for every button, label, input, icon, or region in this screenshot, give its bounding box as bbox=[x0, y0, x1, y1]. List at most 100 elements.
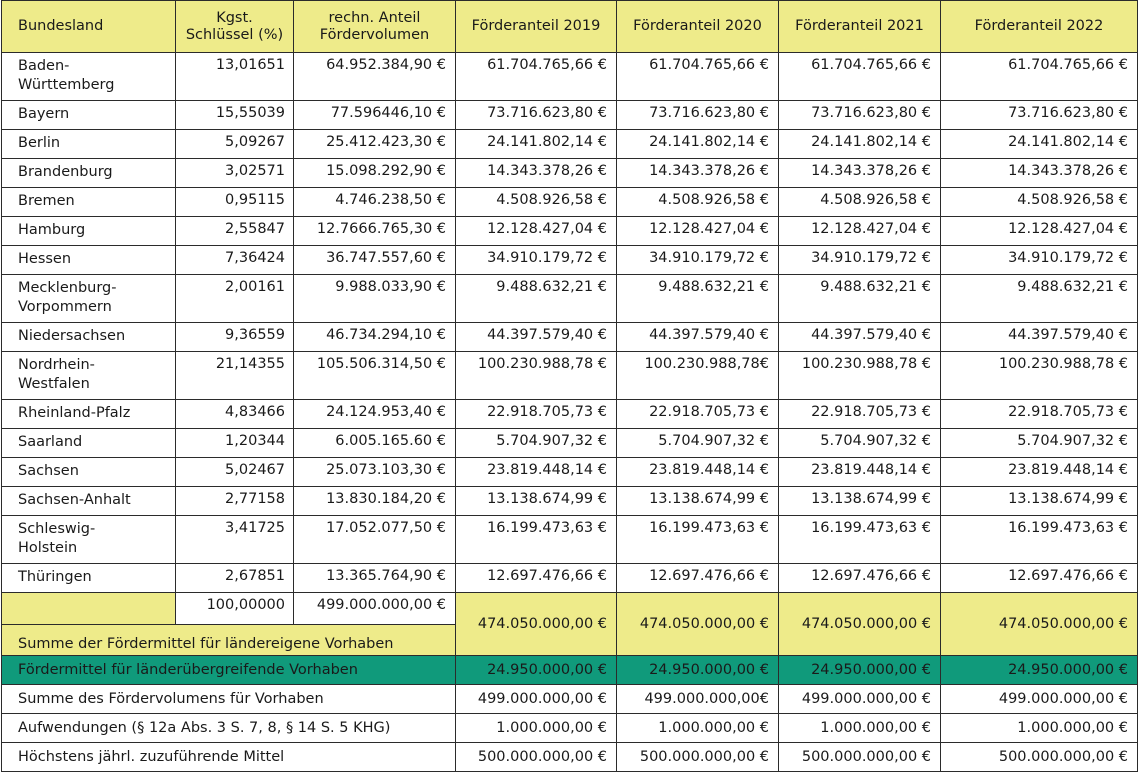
bundesland-label: Mecklenburg-Vorpommern bbox=[18, 280, 117, 315]
value-2019-cell: 61.704.765,66 € bbox=[455, 52, 617, 101]
header-row: Bundesland Kgst. Schlüssel (%) rechn. An… bbox=[1, 0, 1138, 53]
bundesland-cell: Hamburg bbox=[1, 216, 176, 246]
value-2019-cell: 12.697.476,66 € bbox=[455, 563, 617, 593]
key-cell: 7,36424 bbox=[175, 245, 294, 275]
key-cell: 1,20344 bbox=[175, 428, 294, 458]
header-2022: Förderanteil 2022 bbox=[940, 0, 1138, 53]
table-row: Schleswig-Holstein 3,41725 17.052.077,50 €… bbox=[1, 515, 1138, 564]
value-2020-cell: 12.128.427,04 € bbox=[616, 216, 779, 246]
key-cell: 9,36559 bbox=[175, 322, 294, 352]
bundesland-cell: Hessen bbox=[1, 245, 176, 275]
bundesland-cell: Bayern bbox=[1, 100, 176, 130]
sum-2019: 474.050.000,00 € bbox=[455, 592, 617, 656]
footer-value-2019: 500.000.000,00 € bbox=[455, 742, 617, 772]
value-2019-cell: 12.128.427,04 € bbox=[455, 216, 617, 246]
value-2019-cell: 13.138.674,99 € bbox=[455, 486, 617, 516]
table-row: Rheinland-Pfalz 4,83466 24.124.953,40 €22.… bbox=[1, 399, 1138, 429]
value-2022-cell: 100.230.988,78 € bbox=[940, 351, 1138, 400]
value-2019-cell: 23.819.448,14 € bbox=[455, 457, 617, 487]
value-2020-cell: 61.704.765,66 € bbox=[616, 52, 779, 101]
value-2021-cell: 73.716.623,80 € bbox=[778, 100, 941, 130]
bundesland-cell: Schleswig-Holstein bbox=[1, 515, 176, 564]
share-total: 499.000.000,00 € bbox=[293, 592, 456, 625]
value-2020-cell: 34.910.179,72 € bbox=[616, 245, 779, 275]
value-2022-cell: 22.918.705,73 € bbox=[940, 399, 1138, 429]
share-cell: 77.596446,10 € bbox=[293, 100, 456, 130]
footer-value-2022: 24.950.000,00 € bbox=[940, 655, 1138, 685]
value-2021-cell: 16.199.473,63 € bbox=[778, 515, 941, 564]
footer-value-2021: 499.000.000,00 € bbox=[778, 684, 941, 714]
share-cell: 24.124.953,40 € bbox=[293, 399, 456, 429]
bundesland-cell: Niedersachsen bbox=[1, 322, 176, 352]
bundesland-cell: Rheinland-Pfalz bbox=[1, 399, 176, 429]
table-row: Sachsen-Anhalt 2,77158 13.830.184,20 €13.1… bbox=[1, 486, 1138, 516]
footer-value-2020: 1.000.000,00 € bbox=[616, 713, 779, 743]
footer-value-2022: 1.000.000,00 € bbox=[940, 713, 1138, 743]
value-2022-cell: 34.910.179,72 € bbox=[940, 245, 1138, 275]
bundesland-cell: Thüringen bbox=[1, 563, 176, 593]
header-share: rechn. Anteil Fördervolumen bbox=[293, 0, 456, 53]
table-row: Thüringen 2,67851 13.365.764,90 €12.697.47… bbox=[1, 563, 1138, 593]
footer-value-2020: 24.950.000,00 € bbox=[616, 655, 779, 685]
value-2019-cell: 34.910.179,72 € bbox=[455, 245, 617, 275]
value-2019-cell: 24.141.802,14 € bbox=[455, 129, 617, 159]
bundesland-label: Baden-Württemberg bbox=[18, 58, 115, 93]
footer-value-2020: 500.000.000,00 € bbox=[616, 742, 779, 772]
header-2021: Förderanteil 2021 bbox=[778, 0, 941, 53]
key-cell: 2,77158 bbox=[175, 486, 294, 516]
footer-value-2022: 499.000.000,00 € bbox=[940, 684, 1138, 714]
value-2021-cell: 22.918.705,73 € bbox=[778, 399, 941, 429]
header-bundesland: Bundesland bbox=[1, 0, 176, 53]
share-cell: 12.7666.765,30 € bbox=[293, 216, 456, 246]
value-2021-cell: 61.704.765,66 € bbox=[778, 52, 941, 101]
value-2022-cell: 12.697.476,66 € bbox=[940, 563, 1138, 593]
key-cell: 13,01651 bbox=[175, 52, 294, 101]
state-rows: Baden-Württemberg 13,01651 64.952.384,90 €… bbox=[1, 52, 1138, 593]
value-2021-cell: 12.128.427,04 € bbox=[778, 216, 941, 246]
value-2019-cell: 16.199.473,63 € bbox=[455, 515, 617, 564]
table-row: Hamburg 2,55847 12.7666.765,30 €12.128.427… bbox=[1, 216, 1138, 246]
header-key: Kgst. Schlüssel (%) bbox=[175, 0, 294, 53]
footer-rows: Fördermittel für länderübergreifende Vor… bbox=[1, 655, 1138, 772]
sum-2020: 474.050.000,00 € bbox=[616, 592, 779, 656]
totals-label: Summe der Fördermittel für ländereigene … bbox=[1, 624, 456, 656]
totals-row: 100,00000 499.000.000,00 € 474.050.000,0… bbox=[1, 592, 1138, 656]
value-2022-cell: 13.138.674,99 € bbox=[940, 486, 1138, 516]
footer-row: Fördermittel für länderübergreifende Vor… bbox=[1, 655, 1138, 685]
key-cell: 2,55847 bbox=[175, 216, 294, 246]
bundesland-cell: Nordrhein-Westfalen bbox=[1, 351, 176, 400]
share-cell: 13.830.184,20 € bbox=[293, 486, 456, 516]
value-2019-cell: 100.230.988,78 € bbox=[455, 351, 617, 400]
table-row: Hessen 7,36424 36.747.557,60 €34.910.179,7… bbox=[1, 245, 1138, 275]
value-2020-cell: 13.138.674,99 € bbox=[616, 486, 779, 516]
value-2022-cell: 9.488.632,21 € bbox=[940, 274, 1138, 323]
value-2020-cell: 73.716.623,80 € bbox=[616, 100, 779, 130]
bundesland-cell: Bremen bbox=[1, 187, 176, 217]
table-row: Brandenburg 3,02571 15.098.292,90 €14.343.… bbox=[1, 158, 1138, 188]
key-cell: 21,14355 bbox=[175, 351, 294, 400]
value-2019-cell: 44.397.579,40 € bbox=[455, 322, 617, 352]
bundesland-label: Schleswig-Holstein bbox=[18, 521, 96, 556]
bundesland-cell: Sachsen-Anhalt bbox=[1, 486, 176, 516]
table-row: Nordrhein-Westfalen 21,14355 105.506.314,5… bbox=[1, 351, 1138, 400]
table-row: Saarland 1,20344 6.005.165.60 €5.704.907,3… bbox=[1, 428, 1138, 458]
value-2019-cell: 73.716.623,80 € bbox=[455, 100, 617, 130]
footer-value-2021: 500.000.000,00 € bbox=[778, 742, 941, 772]
bundesland-cell: Mecklenburg-Vorpommern bbox=[1, 274, 176, 323]
value-2022-cell: 24.141.802,14 € bbox=[940, 129, 1138, 159]
key-cell: 3,41725 bbox=[175, 515, 294, 564]
value-2021-cell: 12.697.476,66 € bbox=[778, 563, 941, 593]
footer-row: Höchstens jährl. zuzuführende Mittel 500.… bbox=[1, 742, 1138, 772]
value-2019-cell: 9.488.632,21 € bbox=[455, 274, 617, 323]
value-2021-cell: 24.141.802,14 € bbox=[778, 129, 941, 159]
value-2022-cell: 23.819.448,14 € bbox=[940, 457, 1138, 487]
footer-label: Fördermittel für länderübergreifende Vor… bbox=[1, 655, 456, 685]
value-2019-cell: 22.918.705,73 € bbox=[455, 399, 617, 429]
value-2020-cell: 22.918.705,73 € bbox=[616, 399, 779, 429]
footer-value-2022: 500.000.000,00 € bbox=[940, 742, 1138, 772]
value-2020-cell: 4.508.926,58 € bbox=[616, 187, 779, 217]
value-2021-cell: 44.397.579,40 € bbox=[778, 322, 941, 352]
table-row: Bremen 0,95115 4.746.238,50 €4.508.926,58 … bbox=[1, 187, 1138, 217]
footer-value-2019: 499.000.000,00 € bbox=[455, 684, 617, 714]
footer-value-2021: 24.950.000,00 € bbox=[778, 655, 941, 685]
